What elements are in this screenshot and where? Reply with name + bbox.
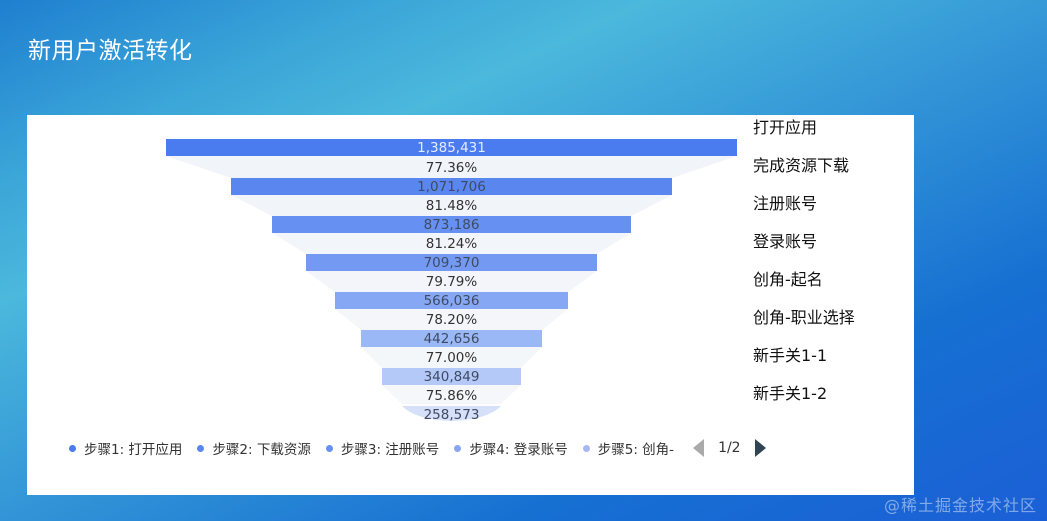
funnel-bar-3[interactable]: 873,186 [272, 216, 631, 233]
legend-item-step2[interactable]: 步骤2: 下载资源 [197, 438, 311, 458]
stage-label-4: 登录账号 [753, 232, 818, 251]
conversion-rate-6: 77.00% [425, 350, 478, 366]
bar-value: 340,849 [423, 368, 480, 385]
bar-value: 709,370 [423, 254, 480, 271]
conversion-rate-2: 81.48% [425, 198, 478, 214]
funnel-connector-shapes [166, 156, 737, 421]
legend-item-step3[interactable]: 步骤3: 注册账号 [325, 438, 439, 458]
bar-value: 1,071,706 [417, 178, 486, 195]
conversion-rate-4: 79.79% [425, 274, 478, 290]
funnel-bar-1[interactable]: 1,385,431 [166, 139, 737, 156]
legend-dot-icon [197, 444, 205, 452]
stage-label-7: 新手关1-1 [753, 346, 828, 365]
funnel-bar-5[interactable]: 566,036 [335, 292, 568, 309]
conversion-rate-3: 81.24% [425, 236, 478, 252]
funnel-bar-2[interactable]: 1,071,706 [231, 178, 672, 195]
legend-dot-icon [582, 444, 590, 452]
legend-item-step4[interactable]: 步骤4: 登录账号 [454, 438, 568, 458]
conversion-rate-1: 77.36% [425, 160, 478, 176]
bar-value: 566,036 [423, 292, 480, 309]
funnel-bar-6[interactable]: 442,656 [361, 330, 542, 347]
stage-label-3: 注册账号 [753, 194, 818, 213]
prev-page-icon[interactable] [693, 439, 705, 457]
conversion-rate-7: 75.86% [425, 388, 478, 404]
conversion-rate-5: 78.20% [425, 312, 478, 328]
chart-legend: 步骤1: 打开应用 步骤2: 下载资源 步骤3: 注册账号 步骤4: 登录账号 … [69, 438, 766, 458]
bar-value: 258,573 [423, 406, 480, 423]
funnel-bar-4[interactable]: 709,370 [306, 254, 597, 271]
bar-value: 442,656 [423, 330, 480, 347]
funnel-bar-8[interactable]: 258,573 [402, 406, 501, 423]
funnel: 1,385,431 77.36% 1,071,706 81.48% 873,18… [27, 115, 914, 445]
stage-label-2: 完成资源下载 [753, 156, 850, 175]
stage-label-6: 创角-职业选择 [753, 308, 855, 327]
next-page-icon[interactable] [754, 439, 766, 457]
funnel-chart-panel: 1,385,431 77.36% 1,071,706 81.48% 873,18… [27, 115, 914, 495]
bar-value: 1,385,431 [417, 139, 486, 156]
legend-dot-icon [69, 444, 76, 452]
funnel-bar-7[interactable]: 340,849 [382, 368, 521, 385]
bar-value: 873,186 [423, 216, 480, 233]
legend-item-step5[interactable]: 步骤5: 创角- [582, 438, 674, 458]
watermark: @稀土掘金技术社区 [883, 496, 1037, 515]
page-title: 新用户激活转化 [28, 38, 193, 64]
stage-label-8: 新手关1-2 [753, 384, 828, 403]
legend-page-indicator: 1/2 [718, 440, 741, 456]
legend-item-step1[interactable]: 步骤1: 打开应用 [69, 438, 182, 458]
legend-dot-icon [454, 444, 462, 452]
legend-dot-icon [325, 444, 333, 452]
stage-label-1: 打开应用 [753, 118, 818, 137]
legend-pager: 1/2 [693, 439, 766, 457]
stage-label-5: 创角-起名 [753, 270, 823, 289]
